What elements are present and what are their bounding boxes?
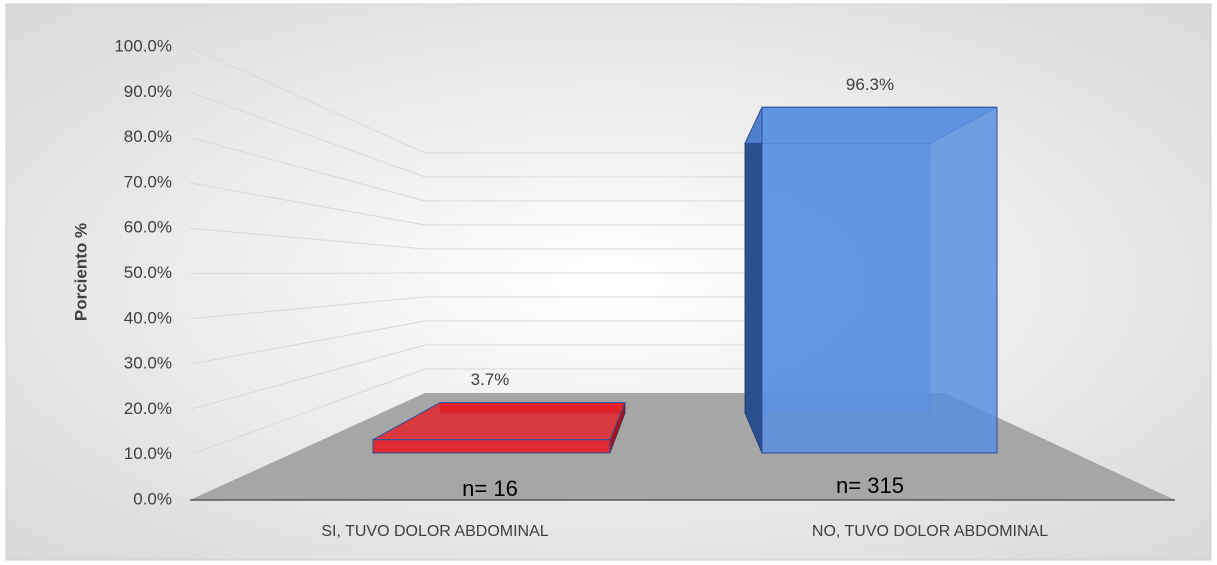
annotation: n= 315 [836,473,904,498]
y-tick-label: 90.0% [124,82,172,101]
y-tick-label: 20.0% [124,399,172,418]
bar-front [761,106,998,454]
y-tick-label: 0.0% [133,489,172,508]
y-tick-label: 10.0% [124,444,172,463]
y-axis-title: Porciento % [71,223,90,321]
y-tick-label: 80.0% [124,127,172,146]
value-label: 3.7% [471,370,510,389]
y-tick-label: 100.0% [114,36,172,55]
bar-front [372,439,611,454]
y-tick-label: 50.0% [124,263,172,282]
annotation: n= 16 [462,476,518,501]
x-tick-label: NO, TUVO DOLOR ABDOMINAL [812,523,1048,540]
x-tick-label: SI, TUVO DOLOR ABDOMINAL [321,523,548,540]
value-label: 96.3% [846,75,894,94]
y-tick-label: 60.0% [124,218,172,237]
y-tick-label: 40.0% [124,308,172,327]
y-tick-label: 70.0% [124,172,172,191]
bar-side [744,107,763,454]
y-tick-label: 30.0% [124,354,172,373]
